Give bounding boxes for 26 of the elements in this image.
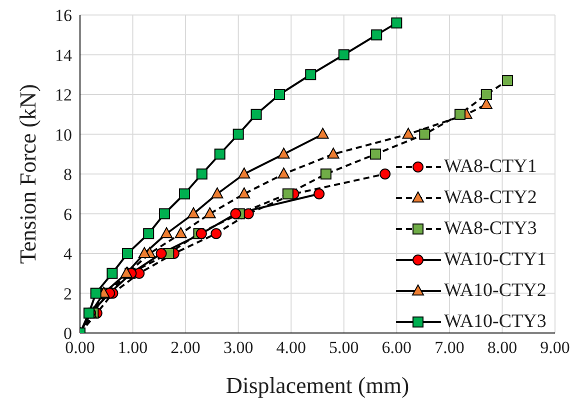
x-tick-label: 5.00: [329, 338, 359, 358]
x-tick-label: 0.00: [65, 338, 95, 358]
legend-label: WA10-CTY2: [444, 280, 546, 302]
x-tick-label: 1.00: [118, 338, 148, 358]
x-tick-label: 6.00: [382, 338, 412, 358]
y-tick-label: 10: [55, 125, 72, 144]
y-tick-label: 2: [64, 284, 72, 304]
x-tick-label: 4.00: [276, 338, 306, 358]
x-tick-label: 9.00: [540, 338, 570, 358]
y-tick-label: 16: [55, 6, 72, 26]
legend-label: WA8-CTY3: [444, 218, 537, 240]
legend-label: WA8-CTY2: [444, 186, 537, 208]
legend-label: WA10-CTY1: [444, 248, 546, 270]
legend-label: WA10-CTY3: [444, 310, 546, 332]
x-tick-label: 3.00: [223, 338, 254, 358]
legend-label: WA8-CTY1: [444, 156, 537, 178]
y-tick-label: 8: [64, 165, 72, 184]
x-axis-title: Displacement (mm): [226, 373, 410, 398]
y-tick-label: 14: [55, 46, 72, 65]
y-tick-label: 12: [55, 86, 72, 105]
y-tick-label: 6: [64, 204, 72, 224]
y-tick-label: 4: [64, 244, 72, 264]
x-tick-label: 7.00: [434, 338, 464, 358]
x-tick-label: 8.00: [487, 338, 518, 358]
y-axis-title: Tension Force (kN): [16, 84, 40, 264]
x-tick-label: 2.00: [170, 338, 200, 358]
